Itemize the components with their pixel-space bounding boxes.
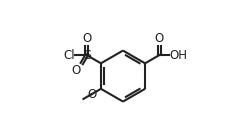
Text: O: O [82, 32, 91, 45]
Text: Cl: Cl [63, 49, 75, 62]
Text: OH: OH [170, 49, 188, 62]
Text: O: O [87, 88, 96, 101]
Text: O: O [155, 32, 164, 45]
Text: S: S [83, 49, 91, 62]
Text: O: O [72, 64, 81, 77]
